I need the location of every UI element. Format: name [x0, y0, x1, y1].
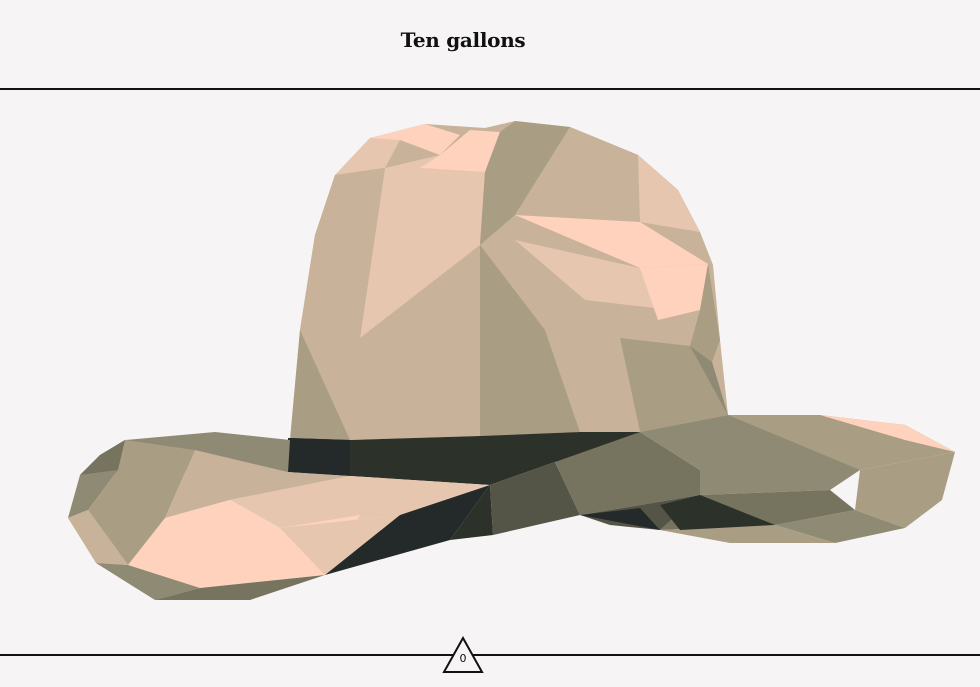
hat-facet	[96, 563, 200, 600]
hat-facet	[515, 215, 708, 268]
hat-facet	[165, 450, 350, 518]
hat-facet	[640, 264, 708, 320]
hat-facet	[820, 415, 955, 452]
hat-facet	[620, 338, 728, 432]
hat-facet	[230, 476, 490, 528]
page-title: Ten gallons	[400, 28, 526, 52]
hat-brim-fold	[450, 485, 493, 540]
hat-facet	[68, 510, 128, 565]
canvas-area[interactable]	[0, 92, 980, 654]
hat-brim-fold	[555, 432, 700, 515]
hat-band	[288, 438, 350, 476]
hat-facet	[690, 264, 720, 362]
hat-facet	[88, 470, 165, 565]
footer-rule	[0, 654, 980, 656]
hat-facet	[290, 330, 350, 440]
hat-brim-fold	[325, 485, 490, 575]
hat-facet	[545, 330, 640, 432]
hat-facet	[370, 124, 460, 155]
hat-facet	[128, 500, 360, 588]
hat-facet	[660, 525, 835, 543]
hat-facet	[515, 240, 690, 312]
hat-facet	[80, 440, 125, 475]
hat-facet	[360, 168, 485, 338]
hat-facet	[580, 508, 660, 530]
cowboy-hat-illustration[interactable]	[0, 92, 980, 654]
hat-facet	[855, 452, 955, 528]
hat-facet	[280, 515, 400, 575]
hat-facet	[480, 121, 570, 245]
hat-band	[288, 432, 640, 485]
hat-facet	[515, 127, 640, 222]
hat-facet	[68, 470, 118, 518]
hat-facet	[480, 245, 580, 436]
header-bar: Ten gallons	[0, 0, 980, 90]
hat-facet	[660, 495, 775, 530]
counter-value: 0	[459, 652, 467, 665]
triangle-icon[interactable]	[442, 636, 484, 674]
hat-facet	[420, 130, 500, 172]
hat-facet	[155, 575, 325, 600]
hat-facet	[638, 155, 700, 232]
hat-facet	[300, 168, 385, 338]
hat-brim-fold	[490, 462, 580, 535]
